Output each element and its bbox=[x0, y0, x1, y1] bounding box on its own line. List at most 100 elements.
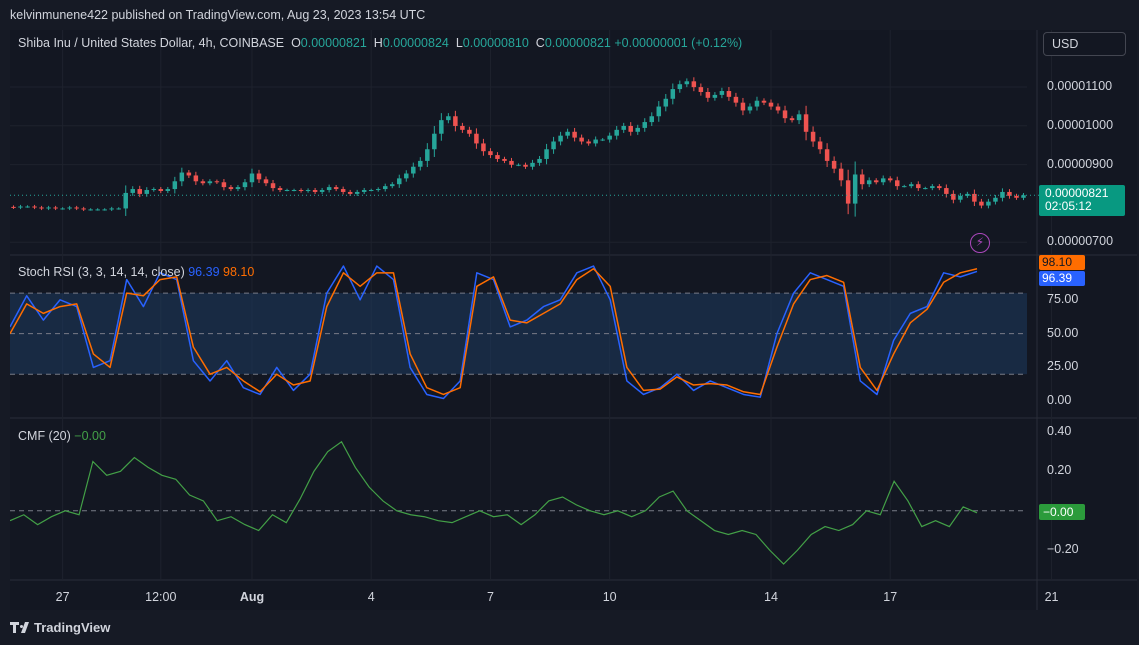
candle-body bbox=[1021, 195, 1026, 198]
candle-body bbox=[453, 116, 458, 126]
time-tick-label: 4 bbox=[367, 590, 375, 604]
candle-body bbox=[565, 131, 570, 136]
last-price-value: 0.00000821 bbox=[1045, 186, 1109, 200]
close-label: C bbox=[535, 36, 545, 50]
stoch-tick-label: 75.00 bbox=[1047, 291, 1079, 306]
candle-body bbox=[916, 184, 921, 189]
candle-body bbox=[544, 149, 549, 159]
candle-body bbox=[116, 208, 121, 210]
price-tick-label: 0.00001100 bbox=[1047, 78, 1113, 93]
symbol-legend: Shiba Inu / United States Dollar, 4h, CO… bbox=[18, 36, 742, 50]
publisher-header: kelvinmunene422 published on TradingView… bbox=[10, 8, 426, 22]
candle-body bbox=[32, 206, 37, 208]
time-tick-label: 21 bbox=[1044, 590, 1059, 604]
tradingview-brand[interactable]: TradingView bbox=[10, 620, 110, 635]
candle-body bbox=[852, 174, 858, 204]
candle-body bbox=[537, 158, 542, 163]
candle-body bbox=[418, 160, 423, 167]
candle-body bbox=[509, 160, 514, 165]
candle-body bbox=[677, 84, 683, 90]
cmf-value: −0.00 bbox=[74, 429, 106, 443]
candle-body bbox=[375, 189, 381, 191]
candle-body bbox=[361, 190, 367, 192]
candle-body bbox=[481, 143, 486, 152]
candle-body bbox=[558, 135, 563, 142]
candle-body bbox=[221, 182, 227, 188]
candle-body bbox=[902, 186, 907, 188]
candle-body bbox=[670, 89, 676, 99]
candle-body bbox=[859, 174, 865, 185]
candle-body bbox=[747, 106, 753, 111]
candle-body bbox=[684, 81, 690, 85]
candle-body bbox=[439, 120, 444, 134]
candle-body bbox=[705, 91, 711, 98]
candle-body bbox=[432, 133, 437, 150]
cmf-tick-label: 0.20 bbox=[1047, 463, 1072, 478]
candle-body bbox=[390, 184, 395, 187]
candle-body bbox=[824, 149, 830, 161]
candle-body bbox=[291, 190, 297, 192]
candle-body bbox=[270, 183, 276, 189]
last-price-tag: 0.00000821 02:05:12 bbox=[1039, 185, 1125, 216]
candle-body bbox=[698, 87, 704, 92]
candle-body bbox=[993, 197, 998, 202]
cmf-legend: CMF (20) −0.00 bbox=[18, 429, 106, 443]
price-tick-label: 0.00000700 bbox=[1047, 234, 1114, 249]
candle-body bbox=[158, 189, 164, 191]
candle-body bbox=[923, 188, 928, 190]
candle-body bbox=[937, 186, 942, 189]
candle-body bbox=[887, 178, 893, 181]
candle-body bbox=[284, 190, 290, 192]
candle-body bbox=[958, 195, 963, 200]
candle-body bbox=[845, 180, 851, 204]
candle-body bbox=[249, 173, 255, 183]
candle-body bbox=[235, 187, 241, 190]
candle-body bbox=[228, 187, 234, 190]
cmf-tick-label: −0.20 bbox=[1047, 542, 1079, 557]
candle-body bbox=[488, 151, 493, 156]
candle-body bbox=[740, 102, 746, 111]
candle-body bbox=[572, 131, 577, 138]
chart-canvas[interactable] bbox=[10, 30, 1137, 610]
cmf-tag: −0.00 bbox=[1039, 504, 1085, 520]
price-tick-label: 0.00000900 bbox=[1047, 156, 1114, 171]
candle-body bbox=[1007, 191, 1012, 196]
candle-body bbox=[502, 158, 507, 161]
candle-body bbox=[880, 178, 886, 183]
candle-body bbox=[944, 188, 949, 194]
candle-body bbox=[214, 181, 220, 183]
candle-body bbox=[200, 181, 206, 184]
candle-body bbox=[305, 190, 311, 192]
candle-body bbox=[838, 168, 844, 181]
candle-body bbox=[614, 129, 619, 136]
time-tick-label: 10 bbox=[602, 590, 617, 604]
candle-body bbox=[67, 207, 72, 209]
candle-body bbox=[312, 190, 318, 192]
candle-body bbox=[263, 179, 269, 184]
candle-body bbox=[397, 178, 402, 185]
candle-body bbox=[642, 122, 647, 128]
candle-body bbox=[516, 164, 521, 166]
time-tick-label: 17 bbox=[883, 590, 898, 604]
price-tick-label: 0.00001000 bbox=[1047, 117, 1114, 132]
candle-body bbox=[909, 184, 914, 187]
currency-button[interactable]: USD bbox=[1043, 32, 1126, 56]
stoch-k-tag: 96.39 bbox=[1039, 271, 1085, 286]
candle-body bbox=[831, 160, 837, 169]
candle-body bbox=[712, 94, 718, 98]
candle-body bbox=[600, 139, 605, 141]
candle-body bbox=[81, 208, 86, 210]
candle-body bbox=[551, 141, 556, 150]
candle-body bbox=[88, 209, 93, 211]
candle-body bbox=[474, 133, 479, 144]
candle-body bbox=[130, 189, 135, 193]
candle-body bbox=[460, 125, 465, 130]
cmf-tick-label: 0.40 bbox=[1047, 423, 1072, 438]
candle-body bbox=[761, 100, 767, 103]
open-label: O bbox=[291, 36, 301, 50]
candle-body bbox=[137, 189, 142, 194]
candle-body bbox=[979, 201, 984, 206]
stoch-tick-label: 0.00 bbox=[1047, 393, 1072, 408]
candle-body bbox=[649, 116, 655, 123]
lightning-icon[interactable]: ⚡ bbox=[970, 233, 990, 253]
